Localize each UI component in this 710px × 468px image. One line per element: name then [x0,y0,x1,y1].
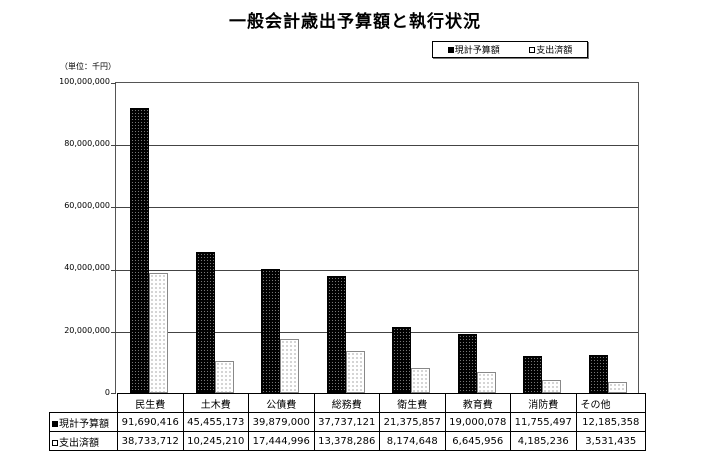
data-table: 民生費 土木費 公債費 総務費 衛生費 教育費 消防費 その他 現計予算額 91… [49,393,646,451]
y-tick-label: 0 [104,388,110,397]
legend: 現計予算額 支出済額 [432,41,588,58]
row-label-text: 支出済額 [59,437,99,449]
y-tick-label: 60,000,000 [64,201,110,210]
bar-spent [280,338,299,393]
y-tickmark [111,331,116,333]
bar-budget [392,326,411,393]
table-cell: 37,737,121 [313,412,380,432]
y-tickmark [111,207,116,209]
chart-title: 一般会計歳出予算額と執行状況 [229,12,481,32]
gridline [116,145,638,147]
table-cell: 12,185,358 [575,412,646,432]
table-cell: 11,755,497 [510,412,577,432]
bar-spent [476,372,496,393]
gridline [116,331,638,333]
table-header-cell: その他 [575,393,646,413]
table-cell: 38,733,712 [117,431,184,451]
table-cell: 45,455,173 [182,412,249,432]
bar-spent [607,382,627,393]
table-row-budget: 現計予算額 91,690,416 45,455,173 39,879,000 3… [49,412,646,432]
y-tick-label: 100,000,000 [59,77,110,86]
table-cell: 39,879,000 [248,412,315,432]
table-corner [49,393,118,413]
gridline [116,269,638,271]
table-header-cell: 民生費 [117,393,184,413]
bar-budget [457,333,477,393]
table-cell: 3,531,435 [575,431,646,451]
table-header-cell: 衛生費 [379,393,446,413]
table-header-cell: 教育費 [444,393,511,413]
legend-label-budget: 現計予算額 [454,46,500,56]
legend-label-spent: 支出済額 [536,46,573,56]
bar-budget [588,355,608,393]
unit-label: （単位：千円） [60,62,116,71]
bar-budget [195,251,215,393]
table-cell: 8,174,648 [379,431,446,451]
y-tickmark [111,83,116,84]
plot-area [111,82,639,394]
legend-item-spent: 支出済額 [529,43,572,56]
legend-marker-light-icon [52,439,58,446]
y-tick-label: 80,000,000 [64,139,110,148]
bar-spent [411,367,430,393]
table-row-label: 支出済額 [49,431,118,451]
table-header-cell: 土木費 [182,393,249,413]
row-label-text: 現計予算額 [59,418,109,430]
table-row-label: 現計予算額 [49,412,118,432]
legend-marker-dark-icon [52,420,58,427]
table-cell: 19,000,078 [444,412,511,432]
y-tickmark [111,269,116,271]
bar-budget [326,275,346,393]
bar-spent [214,361,234,393]
bar-spent [542,379,561,393]
table-cell: 6,645,956 [444,431,511,451]
table-cell: 4,185,236 [510,431,577,451]
bar-spent [149,272,168,393]
table-cell: 13,378,286 [313,431,380,451]
bar-budget [523,356,542,393]
bar-budget [261,268,280,393]
legend-item-budget: 現計予算額 [447,43,500,56]
bar-spent [345,351,365,393]
legend-swatch-budget-icon [447,46,454,53]
table-header-cell: 総務費 [313,393,380,413]
table-cell: 17,444,996 [248,431,315,451]
legend-swatch-spent-icon [529,46,536,53]
table-row-spent: 支出済額 38,733,712 10,245,210 17,444,996 13… [49,431,646,451]
table-cell: 91,690,416 [117,412,184,432]
table-header-row: 民生費 土木費 公債費 総務費 衛生費 教育費 消防費 その他 [49,393,646,413]
table-header-cell: 公債費 [248,393,315,413]
table-cell: 21,375,857 [379,412,446,432]
table-header-cell: 消防費 [510,393,577,413]
y-tick-label: 40,000,000 [64,263,110,272]
bar-budget [130,107,149,393]
y-tick-label: 20,000,000 [64,326,110,335]
y-tickmark [111,145,116,147]
table-cell: 10,245,210 [182,431,249,451]
gridline [116,207,638,209]
